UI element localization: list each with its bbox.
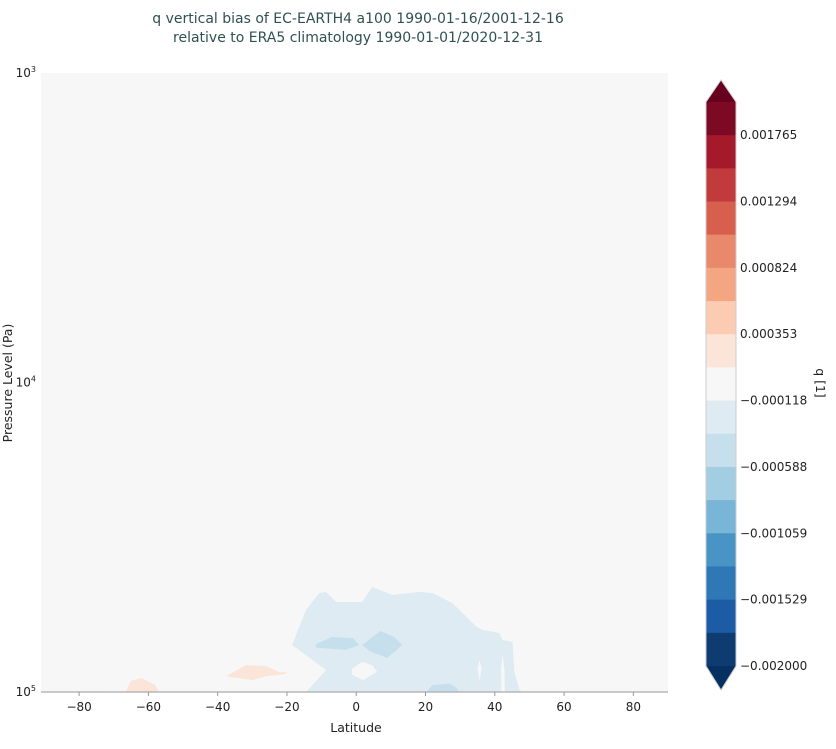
y-tick-label: 103 [16, 65, 36, 80]
colorbar-bin [706, 500, 736, 534]
colorbar-bin [706, 267, 736, 302]
contour-region [477, 660, 482, 681]
plot-background [41, 73, 668, 692]
colorbar-bin [706, 135, 736, 169]
colorbar-bin [706, 334, 736, 368]
colorbar-bin [706, 632, 736, 667]
colorbar-tick-label: −0.002000 [740, 659, 807, 673]
colorbar: 0.001765 0.001294 0.000824 0.000353 −0.00011… [705, 79, 807, 691]
chart-title-line-2: relative to ERA5 climatology 1990-01-01/… [173, 30, 543, 46]
y-axis: 103 104 105 [16, 65, 36, 699]
contour-region [362, 631, 403, 658]
colorbar-tick-label: −0.000588 [740, 460, 807, 474]
plot-area [41, 73, 668, 692]
colorbar-bin [706, 466, 736, 501]
x-tick-label: −60 [136, 700, 161, 714]
colorbar-tick-label: 0.001765 [740, 128, 797, 142]
contour-region [316, 637, 360, 650]
colorbar-bin [706, 301, 736, 335]
colorbar-tick-label: −0.000118 [740, 394, 807, 408]
colorbar-bin [706, 566, 736, 601]
colorbar-bin [706, 234, 736, 269]
x-tick-label: −40 [205, 700, 230, 714]
colorbar-label: q [1] [813, 368, 828, 398]
colorbar-bin [706, 433, 736, 468]
colorbar-bin [706, 599, 736, 634]
y-tick-label: 104 [16, 375, 36, 390]
colorbar-tick-label: 0.000824 [740, 261, 797, 275]
colorbar-bin [706, 367, 736, 402]
colorbar-tick-label: −0.001059 [740, 526, 807, 540]
contour-region [501, 653, 505, 692]
x-axis: −80 −60 −40 −20 0 20 40 60 80 [41, 691, 668, 714]
contour-region [226, 665, 287, 681]
chart-title-line-1: q vertical bias of EC-EARTH4 a100 1990-0… [152, 11, 564, 27]
x-tick-label: 40 [487, 700, 502, 714]
contour-region [292, 587, 523, 692]
colorbar-extend-bottom [706, 666, 736, 690]
colorbar-tick-label: 0.001294 [740, 195, 797, 209]
x-tick-label: 60 [556, 700, 571, 714]
colorbar-tick-label: −0.001529 [740, 593, 807, 607]
contour-region [352, 662, 377, 681]
colorbar-outline [705, 79, 737, 691]
x-tick-label: −20 [274, 700, 299, 714]
contour-region [125, 678, 159, 692]
colorbar-bin [706, 102, 736, 136]
x-tick-label: −80 [66, 700, 91, 714]
colorbar-bin [706, 201, 736, 236]
x-tick-label: 0 [352, 700, 360, 714]
colorbar-bin [706, 533, 736, 567]
x-tick-label: 20 [418, 700, 433, 714]
y-axis-label: Pressure Level (Pa) [0, 324, 15, 443]
y-tick-label: 105 [16, 684, 36, 699]
colorbar-bin [706, 168, 736, 203]
x-axis-label: Latitude [330, 720, 382, 735]
contour-region [426, 683, 459, 692]
colorbar-bin [706, 400, 736, 435]
colorbar-tick-label: 0.000353 [740, 327, 797, 341]
x-tick-label: 80 [626, 700, 641, 714]
colorbar-extend-top [706, 80, 736, 102]
